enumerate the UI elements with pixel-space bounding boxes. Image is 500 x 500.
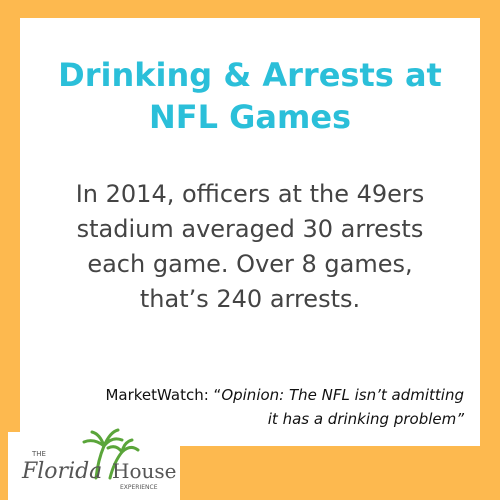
source-line: MarketWatch: “Opinion: The NFL isn’t adm… [105, 386, 464, 404]
body-line: that’s 240 arrests. [140, 285, 360, 313]
title-line: Drinking & Arrests at [58, 56, 442, 94]
logo-experience: EXPERIENCE [120, 484, 158, 491]
source-outlet: MarketWatch: “ [105, 386, 221, 404]
body-line: stadium averaged 30 arrests [77, 215, 424, 243]
logo-the: THE [31, 450, 46, 458]
source-quote: Opinion: The NFL isn’t admitting [221, 386, 464, 404]
logo-house: House [112, 459, 176, 483]
logo-backdrop [8, 432, 180, 500]
source-quote: it has a drinking problem” [268, 410, 464, 428]
card [20, 18, 480, 446]
logo-florida: Florida [21, 459, 102, 484]
body-line: each game. Over 8 games, [87, 250, 412, 278]
palm-trees [82, 428, 140, 480]
logo: THE Florida House EXPERIENCE [21, 428, 176, 491]
title-line: NFL Games [149, 98, 351, 136]
body-line: In 2014, officers at the 49ers [76, 180, 425, 208]
